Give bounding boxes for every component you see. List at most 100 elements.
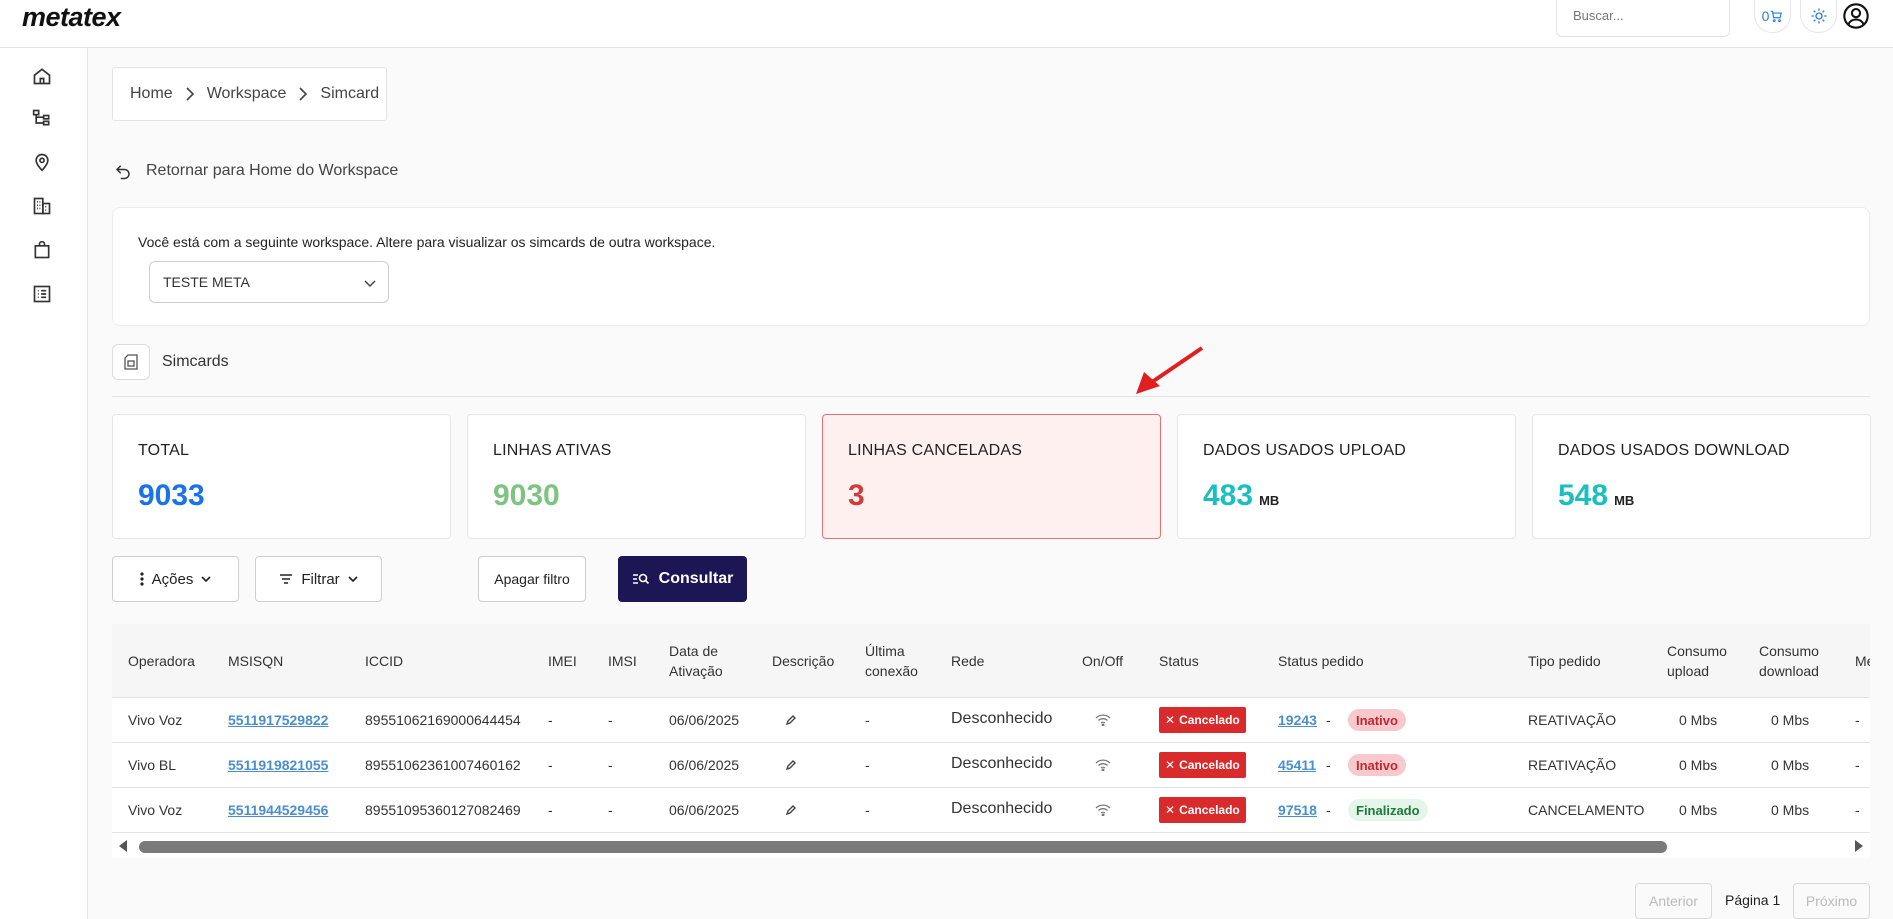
stat-card-total: TOTAL 9033	[112, 414, 451, 539]
search-input[interactable]: Buscar...	[1556, 0, 1730, 37]
cart-button[interactable]: 0	[1754, 0, 1791, 33]
col-ultima-conexao[interactable]: Última conexão	[865, 643, 918, 679]
acoes-button[interactable]: Ações	[112, 556, 239, 602]
breadcrumb-home[interactable]: Home	[130, 85, 173, 102]
sidebar-item-location[interactable]	[30, 150, 54, 174]
pedido-status-badge: Inativo	[1348, 754, 1406, 776]
col-msisqn[interactable]: MSISQN	[228, 653, 284, 669]
stat-value: 3	[848, 479, 865, 512]
cell-msisqn-link[interactable]: 5511917529822	[228, 712, 329, 728]
col-consumo-upload[interactable]: Consumo upload	[1667, 643, 1727, 679]
annotation-arrow	[1136, 346, 1204, 394]
user-menu-button[interactable]	[1842, 2, 1870, 30]
consultar-button[interactable]: Consultar	[618, 556, 747, 602]
cell-msisqn-link[interactable]: 5511944529456	[228, 802, 329, 818]
sidebar-item-list[interactable]	[30, 282, 54, 306]
logo: metatex	[22, 2, 121, 32]
table-row: Vivo Voz 5511917529822 89551062169000644…	[112, 698, 1870, 743]
pagination-prev-button[interactable]: Anterior	[1635, 883, 1712, 919]
cell-pedido-link[interactable]: 97518	[1278, 802, 1317, 818]
cell-operadora: Vivo Voz	[128, 802, 183, 818]
table-horizontal-scrollbar[interactable]	[112, 834, 1870, 858]
col-descricao[interactable]: Descrição	[772, 653, 835, 669]
stat-label: LINHAS ATIVAS	[493, 442, 612, 459]
stat-unit: MB	[1259, 493, 1280, 508]
sidebar-item-hierarchy[interactable]	[30, 106, 54, 130]
sidebar-item-home[interactable]	[30, 64, 54, 88]
status-badge-cancelado: ✕ Cancelado	[1159, 752, 1246, 778]
chevron-down-icon	[348, 576, 358, 583]
cell-iccid: 89551095360127082469	[365, 802, 521, 818]
edit-pencil-icon[interactable]	[785, 803, 797, 819]
theme-toggle-button[interactable]	[1800, 0, 1837, 33]
section-title: Simcards	[162, 353, 229, 370]
cell-tipo-pedido: REATIVAÇÃO	[1528, 712, 1617, 728]
cell-iccid: 89551062169000644454	[365, 712, 521, 728]
user-circle-icon	[1843, 3, 1869, 29]
back-link[interactable]: Retornar para Home do Workspace	[114, 162, 398, 180]
stat-label: DADOS USADOS UPLOAD	[1203, 442, 1406, 459]
apagar-filtro-button[interactable]: Apagar filtro	[478, 556, 586, 602]
col-rede[interactable]: Rede	[951, 653, 985, 669]
cell-more: -	[1855, 802, 1860, 818]
col-iccid[interactable]: ICCID	[365, 653, 404, 669]
simcard-section-icon-box	[112, 344, 150, 380]
cell-ultima-conexao: -	[865, 757, 870, 773]
stat-label: TOTAL	[138, 442, 190, 459]
col-operadora[interactable]: Operadora	[128, 653, 195, 669]
cell-rede: Desconhecido	[951, 710, 1053, 727]
edit-pencil-icon[interactable]	[785, 758, 797, 774]
pagination-next-button[interactable]: Próximo	[1793, 883, 1870, 919]
cell-imsi: -	[608, 712, 613, 728]
workspace-select[interactable]: TESTE META	[149, 261, 389, 303]
cell-tipo-pedido: REATIVAÇÃO	[1528, 757, 1617, 773]
stat-card-dados-download: DADOS USADOS DOWNLOAD 548 MB	[1532, 414, 1871, 539]
cell-consumo-download: 0 Mbs	[1771, 757, 1810, 773]
col-consumo-download[interactable]: Consumo download	[1759, 643, 1819, 679]
search-list-icon	[632, 573, 649, 585]
table-header: Operadora MSISQN ICCID IMEI IMSI Data de…	[112, 624, 1870, 698]
filtrar-label: Filtrar	[301, 570, 340, 588]
col-imsi[interactable]: IMSI	[608, 653, 637, 669]
col-status-pedido[interactable]: Status pedido	[1278, 653, 1364, 669]
cell-pedido-link[interactable]: 19243	[1278, 712, 1317, 728]
col-onoff[interactable]: On/Off	[1082, 653, 1123, 669]
sidebar-item-bag[interactable]	[30, 238, 54, 262]
home-icon	[33, 68, 51, 85]
cell-pedido-link[interactable]: 45411	[1278, 757, 1317, 773]
table-row: Vivo BL 5511919821055 895510623610074601…	[112, 743, 1870, 788]
col-imei[interactable]: IMEI	[548, 653, 577, 669]
wifi-icon	[1095, 713, 1111, 729]
col-tipo-pedido[interactable]: Tipo pedido	[1528, 653, 1601, 669]
cell-imei: -	[548, 757, 553, 773]
consultar-label: Consultar	[658, 570, 734, 587]
stat-card-dados-upload: DADOS USADOS UPLOAD 483 MB	[1177, 414, 1516, 539]
wifi-icon	[1095, 803, 1111, 819]
filtrar-button[interactable]: Filtrar	[255, 556, 382, 602]
cell-data-ativacao: 06/06/2025	[669, 757, 740, 773]
col-more[interactable]: Me	[1855, 653, 1870, 669]
section-divider	[112, 396, 1870, 397]
status-badge-cancelado: ✕ Cancelado	[1159, 707, 1246, 733]
back-link-label: Retornar para Home do Workspace	[146, 162, 399, 179]
stat-value: 9033	[138, 479, 205, 512]
sidebar-item-buildings[interactable]	[30, 194, 54, 218]
sun-icon	[1811, 8, 1826, 24]
cell-consumo-upload: 0 Mbs	[1679, 712, 1718, 728]
scrollbar-thumb[interactable]	[139, 841, 1667, 853]
col-status[interactable]: Status	[1159, 653, 1199, 669]
breadcrumb-workspace[interactable]: Workspace	[206, 85, 287, 102]
stat-value: 9030	[493, 479, 560, 512]
scroll-right-arrow-icon[interactable]	[1854, 840, 1864, 852]
chevron-down-icon	[364, 275, 376, 291]
stat-label: LINHAS CANCELADAS	[848, 442, 1023, 459]
stat-value: 483 MB	[1203, 479, 1280, 512]
breadcrumb-simcard: Simcard	[320, 85, 380, 102]
workspace-card: Você está com a seguinte workspace. Alte…	[112, 207, 1870, 326]
cell-imei: -	[548, 712, 553, 728]
cell-msisqn-link[interactable]: 5511919821055	[228, 757, 329, 773]
col-data-ativacao[interactable]: Data de Ativação	[669, 643, 723, 679]
scroll-left-arrow-icon[interactable]	[118, 840, 128, 852]
edit-pencil-icon[interactable]	[785, 713, 797, 729]
shopping-bag-icon	[34, 240, 50, 259]
